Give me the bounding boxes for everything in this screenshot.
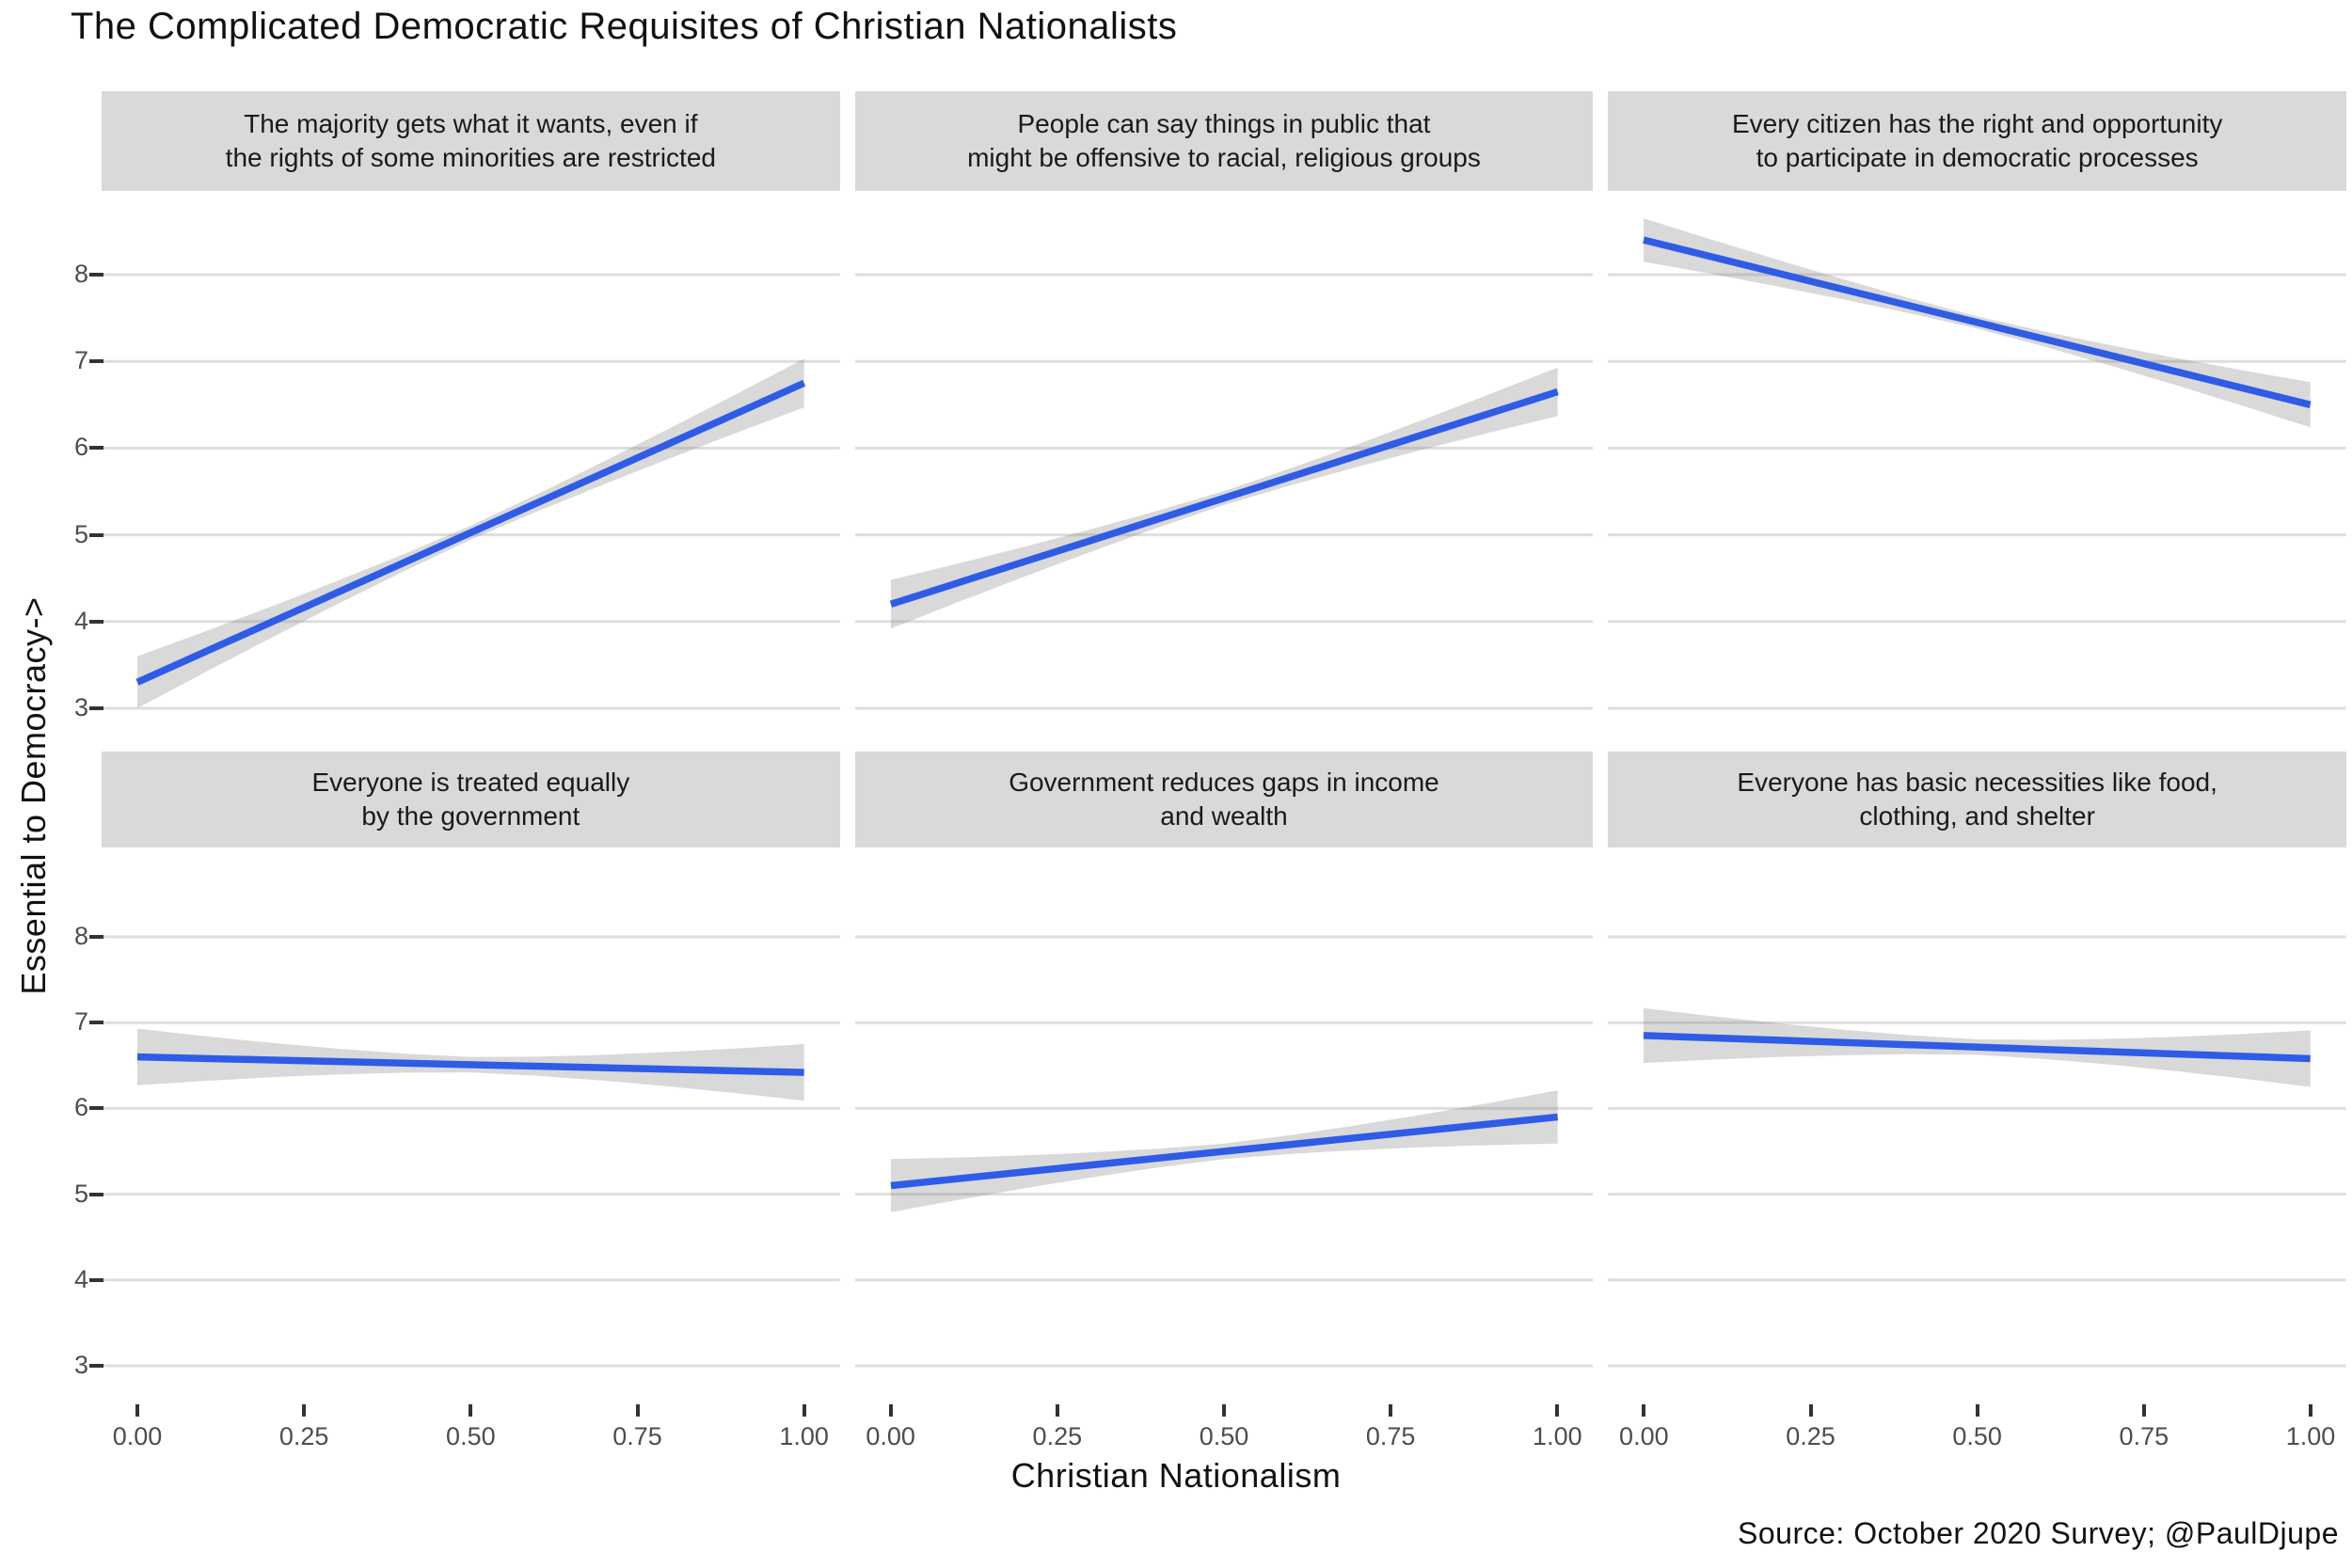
x-tick-mark (1642, 1404, 1646, 1417)
x-tick-mark (1055, 1404, 1059, 1417)
x-tick-mark (888, 1404, 893, 1417)
x-tick-label: 0.50 (1199, 1422, 1249, 1450)
x-axis-title: Christian Nationalism (1010, 1456, 1342, 1495)
regression-line (889, 388, 1559, 608)
facet-strip-line: Every citizen has the right and opportun… (1731, 109, 2223, 138)
x-tick-mark (1555, 1404, 1560, 1417)
x-tick-mark (802, 1404, 806, 1417)
x-tick-label: 0.00 (112, 1422, 163, 1450)
panel-plot (854, 273, 1594, 710)
x-tick-mark (302, 1404, 307, 1417)
x-tick-mark (2309, 1404, 2312, 1417)
panel-plot (854, 935, 1594, 1368)
panel-plot (1608, 935, 2346, 1368)
y-tick-mark (89, 359, 103, 364)
regression-line (1643, 236, 2312, 408)
facet-panel (1608, 191, 2346, 744)
x-tick-mark (135, 1404, 139, 1417)
chart-title: The Complicated Democratic Requisites of… (71, 6, 1178, 47)
y-tick-mark (89, 1021, 103, 1025)
y-tick-mark (89, 1277, 103, 1282)
x-tick-mark (2141, 1404, 2146, 1417)
y-tick-label: 3 (73, 1351, 88, 1379)
facet-strip-line: to participate in democratic processes (1756, 143, 2199, 172)
facet-panel (1608, 847, 2346, 1402)
facet-strip-line: People can say things in public that (1017, 109, 1431, 138)
x-tick-label: 0.00 (866, 1422, 915, 1450)
facet-strip-line: Government reduces gaps in income (1009, 768, 1439, 797)
x-tick-mark (1808, 1404, 1813, 1417)
facet-strip-label: Government reduces gaps in income and wea… (854, 752, 1594, 847)
x-tick-label: 1.00 (779, 1422, 829, 1450)
y-tick-label: 7 (73, 346, 88, 375)
x-tick-label: 0.50 (446, 1422, 496, 1450)
facet-strip-line: Everyone is treated equally (311, 768, 630, 797)
x-tick-label: 0.00 (1619, 1422, 1669, 1450)
x-tick-label: 0.25 (1032, 1422, 1083, 1450)
y-tick-label: 4 (73, 1264, 88, 1293)
x-tick-label: 1.00 (2285, 1422, 2336, 1450)
x-tick-label: 0.75 (2119, 1422, 2169, 1450)
y-tick-mark (89, 1192, 103, 1196)
x-tick-label: 0.25 (278, 1422, 329, 1450)
y-tick-label: 5 (73, 1179, 88, 1208)
x-tick-mark (635, 1404, 640, 1417)
x-tick-label: 0.50 (1952, 1422, 2002, 1450)
source-caption: Source: October 2020 Survey; @PaulDjupe (1738, 1516, 2339, 1550)
facet-panel (854, 191, 1594, 744)
y-tick-label: 4 (73, 606, 88, 635)
facet-strip-line: The majority gets what it wants, even if (244, 109, 698, 138)
facet-strip-line: clothing, and shelter (1859, 801, 2095, 831)
facet-strip-line: might be offensive to racial, religious … (967, 143, 1481, 172)
x-tick-label: 0.75 (612, 1422, 662, 1450)
facet-strip-line: by the government (361, 801, 580, 831)
facet-strip-label: Every citizen has the right and opportun… (1608, 91, 2346, 191)
facet-panel (102, 847, 840, 1402)
y-tick-label: 8 (73, 260, 88, 288)
x-tick-mark (1389, 1404, 1393, 1417)
regression-line (135, 379, 806, 686)
x-tick-label: 0.75 (1365, 1422, 1416, 1450)
panel-plot (102, 935, 840, 1368)
y-tick-label: 6 (73, 433, 88, 462)
regression-line (890, 1113, 1558, 1190)
y-tick-label: 7 (73, 1007, 88, 1037)
y-tick-mark (89, 446, 103, 451)
y-tick-mark (89, 1106, 103, 1111)
x-tick-label: 1.00 (1533, 1422, 1582, 1450)
regression-line (136, 1053, 804, 1076)
facet-strip-label: Everyone is treated equally by the govern… (102, 752, 840, 847)
y-tick-label: 6 (73, 1093, 88, 1122)
x-tick-mark (1222, 1404, 1226, 1417)
y-tick-mark (89, 532, 103, 537)
y-tick-mark (89, 935, 103, 939)
y-tick-mark (89, 706, 103, 710)
y-tick-mark (89, 273, 103, 277)
x-tick-label: 0.25 (1786, 1422, 1836, 1450)
facet-strip-label: Everyone has basic necessities like food… (1608, 752, 2346, 847)
facet-strip-label: People can say things in public that migh… (854, 91, 1594, 191)
facet-panel (102, 191, 840, 744)
facet-panel (854, 847, 1594, 1402)
y-tick-label: 3 (73, 693, 88, 721)
x-tick-mark (469, 1404, 473, 1417)
panel-plot (1608, 218, 2346, 710)
y-tick-mark (89, 619, 103, 624)
facet-strip-line: the rights of some minorities are restri… (225, 143, 716, 172)
y-tick-mark (89, 1364, 103, 1368)
y-tick-label: 5 (73, 519, 88, 548)
x-tick-mark (1975, 1404, 1979, 1417)
facet-strip-line: and wealth (1160, 801, 1288, 831)
y-tick-label: 8 (73, 922, 88, 950)
facet-strip-label: The majority gets what it wants, even if… (102, 91, 840, 191)
panel-plot (102, 273, 840, 710)
regression-line (1644, 1032, 2312, 1063)
facet-strip-line: Everyone has basic necessities like food… (1737, 768, 2217, 797)
